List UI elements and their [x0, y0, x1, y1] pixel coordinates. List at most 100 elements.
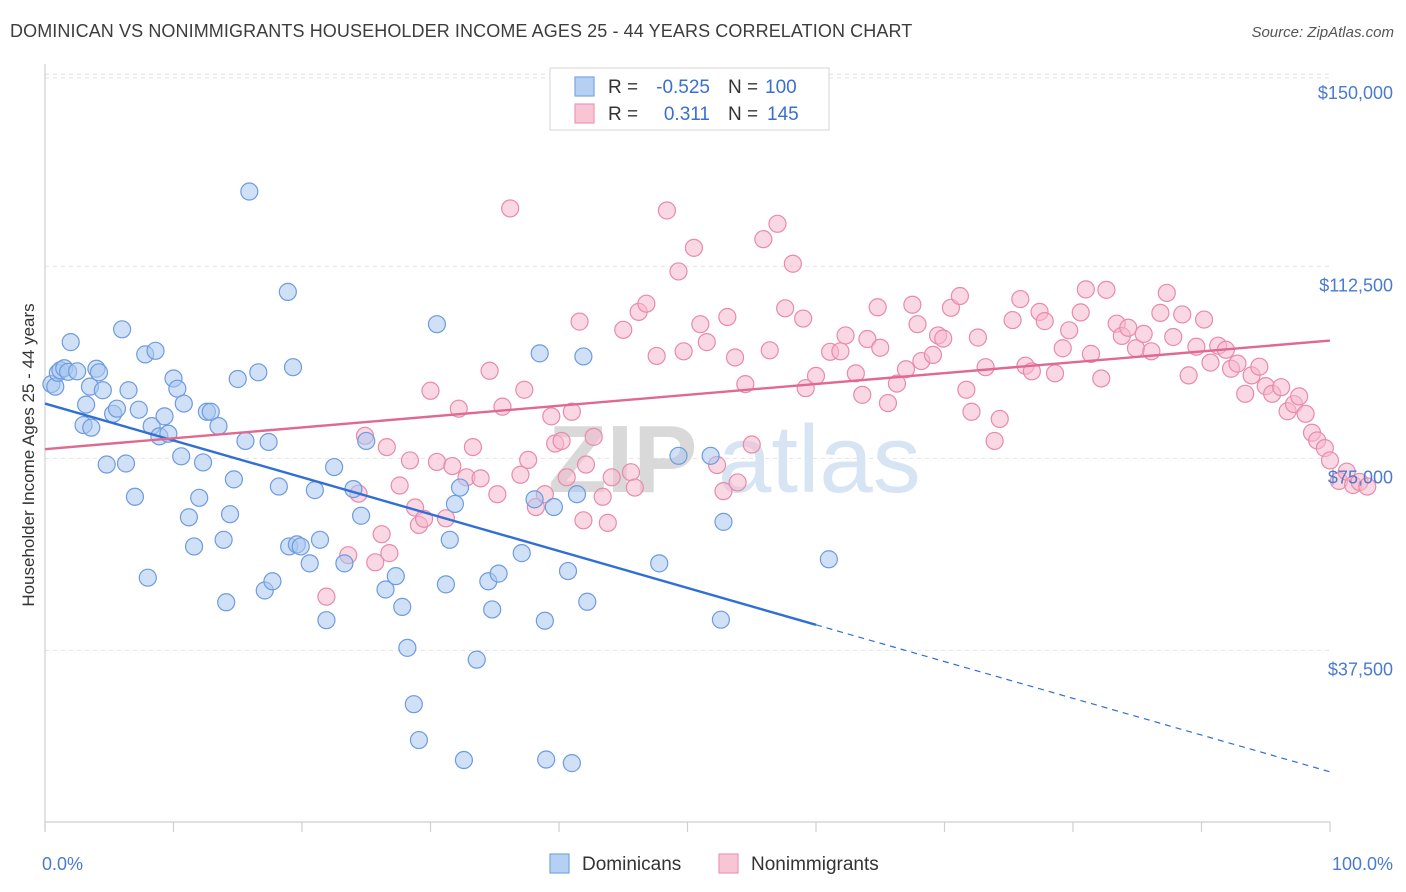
dominicans-point [259, 432, 278, 452]
dominicans-point [68, 362, 87, 381]
nonimmigrants-point [488, 485, 507, 504]
nonimmigrants-point [858, 329, 877, 349]
dominicans-point [125, 487, 145, 506]
dominicans-point [77, 395, 96, 414]
nonimmigrants-point [1296, 404, 1315, 423]
dominicans-point [483, 600, 502, 619]
nonimmigrants-point [542, 407, 561, 426]
nonimmigrants-point [754, 230, 773, 249]
nonimmigrants-point [576, 455, 596, 474]
dominicans-point [454, 750, 474, 770]
nonimmigrants-point [768, 214, 787, 233]
dominicans-point [489, 564, 508, 583]
nonimmigrants-point [1092, 369, 1111, 388]
nonimmigrants-point [1157, 283, 1176, 303]
dominicans-point [138, 568, 157, 587]
legend-n-label: N = [728, 77, 758, 98]
dominicans-point [300, 554, 319, 573]
dominicans-point [427, 315, 447, 334]
nonimmigrants-point [584, 427, 603, 446]
dominicans-point [93, 381, 112, 400]
dominicans-point [409, 730, 429, 750]
nonimmigrants-point [421, 381, 440, 400]
x-tick-label: 0.0% [42, 854, 83, 874]
legend-r-label: R = [608, 104, 638, 125]
nonimmigrants-point [985, 431, 1004, 451]
legend-r-value: 0.311 [664, 104, 710, 125]
dominicans-point [236, 431, 255, 451]
correlation-legend: R = -0.525 N = 100 R = 0.311 N = 145 [549, 67, 830, 131]
nonimmigrants-point [868, 298, 887, 317]
legend-label-nonimmigrants: Nonimmigrants [751, 854, 879, 875]
dominicans-point [376, 580, 395, 599]
dominicans-point [201, 402, 220, 421]
dominicans-point [650, 554, 669, 573]
dominicans-point [155, 407, 174, 426]
dominicans-point [558, 561, 578, 581]
nonimmigrants-point [718, 307, 737, 327]
axes [44, 64, 1331, 832]
legend-r-label: R = [608, 77, 638, 98]
dominicans-trend-line [44, 402, 817, 626]
dominicans-point [179, 508, 199, 527]
legend-swatch-blue [574, 76, 595, 97]
nonimmigrants-point [1194, 310, 1214, 329]
nonimmigrants-point [463, 437, 483, 457]
y-tick-label: $150,000 [1318, 83, 1393, 103]
nonimmigrants-point [1173, 305, 1192, 324]
nonimmigrants-point [400, 451, 420, 470]
nonimmigrants-point [1134, 324, 1153, 344]
legend-r-value: -0.525 [656, 77, 710, 98]
nonimmigrants-point [427, 452, 447, 472]
y-tick-labels: $37,500 $75,000 $112,500 $150,000 [1318, 83, 1393, 679]
nonimmigrants-point [1045, 364, 1065, 383]
dominicans-point [193, 453, 213, 472]
dominicans-point [445, 494, 465, 514]
nonimmigrants-point [637, 294, 656, 313]
nonimmigrants-point [794, 309, 813, 328]
nonimmigrants-point [598, 513, 617, 532]
dominicans-point [310, 530, 330, 549]
nonimmigrants-point [317, 587, 336, 606]
watermark-atlas: atlas [718, 406, 921, 513]
dominicans-point [269, 477, 288, 496]
dominicans-point [404, 695, 423, 714]
nonimmigrants-point [962, 402, 981, 421]
nonimmigrants-point [377, 437, 396, 457]
dominicans-point [398, 638, 417, 657]
dominicans-point [184, 537, 204, 556]
source-label: Source: ZipAtlas.com [1251, 24, 1394, 41]
dominicans-point [344, 479, 363, 499]
dominicans-point [562, 754, 581, 773]
dominicans-point [701, 446, 720, 465]
legend-label-dominicans: Dominicans [582, 854, 681, 875]
nonimmigrants-point [519, 450, 538, 470]
dominicans-point [107, 399, 127, 418]
nonimmigrants-point [908, 315, 927, 334]
dominicans-point [544, 497, 563, 517]
legend-n-label: N = [728, 104, 758, 125]
dominicans-point [112, 320, 132, 339]
legend-n-value: 145 [767, 104, 799, 125]
nonimmigrants-point [557, 468, 576, 487]
dominicans-point [440, 530, 459, 549]
dominicans-point [190, 488, 209, 507]
nonimmigrants-point [570, 312, 589, 331]
nonimmigrants-point [742, 435, 761, 454]
dominicans-point [278, 282, 297, 302]
dominicans-point [129, 400, 148, 419]
nonimmigrants-point [552, 431, 571, 451]
nonimmigrants-point [480, 361, 499, 380]
x-tick-label: 100.0% [1332, 854, 1393, 874]
nonimmigrants-point [903, 295, 922, 314]
nonimmigrants-point [950, 286, 970, 306]
nonimmigrants-point [511, 465, 530, 484]
nonimmigrants-point [1071, 303, 1090, 322]
nonimmigrants-point [1119, 318, 1138, 337]
nonimmigrants-point [1060, 321, 1079, 340]
series-legend: Dominicans Nonimmigrants [549, 853, 879, 875]
nonimmigrants-point [1151, 303, 1170, 323]
nonimmigrants-point [776, 299, 795, 318]
nonimmigrants-point [728, 473, 747, 492]
